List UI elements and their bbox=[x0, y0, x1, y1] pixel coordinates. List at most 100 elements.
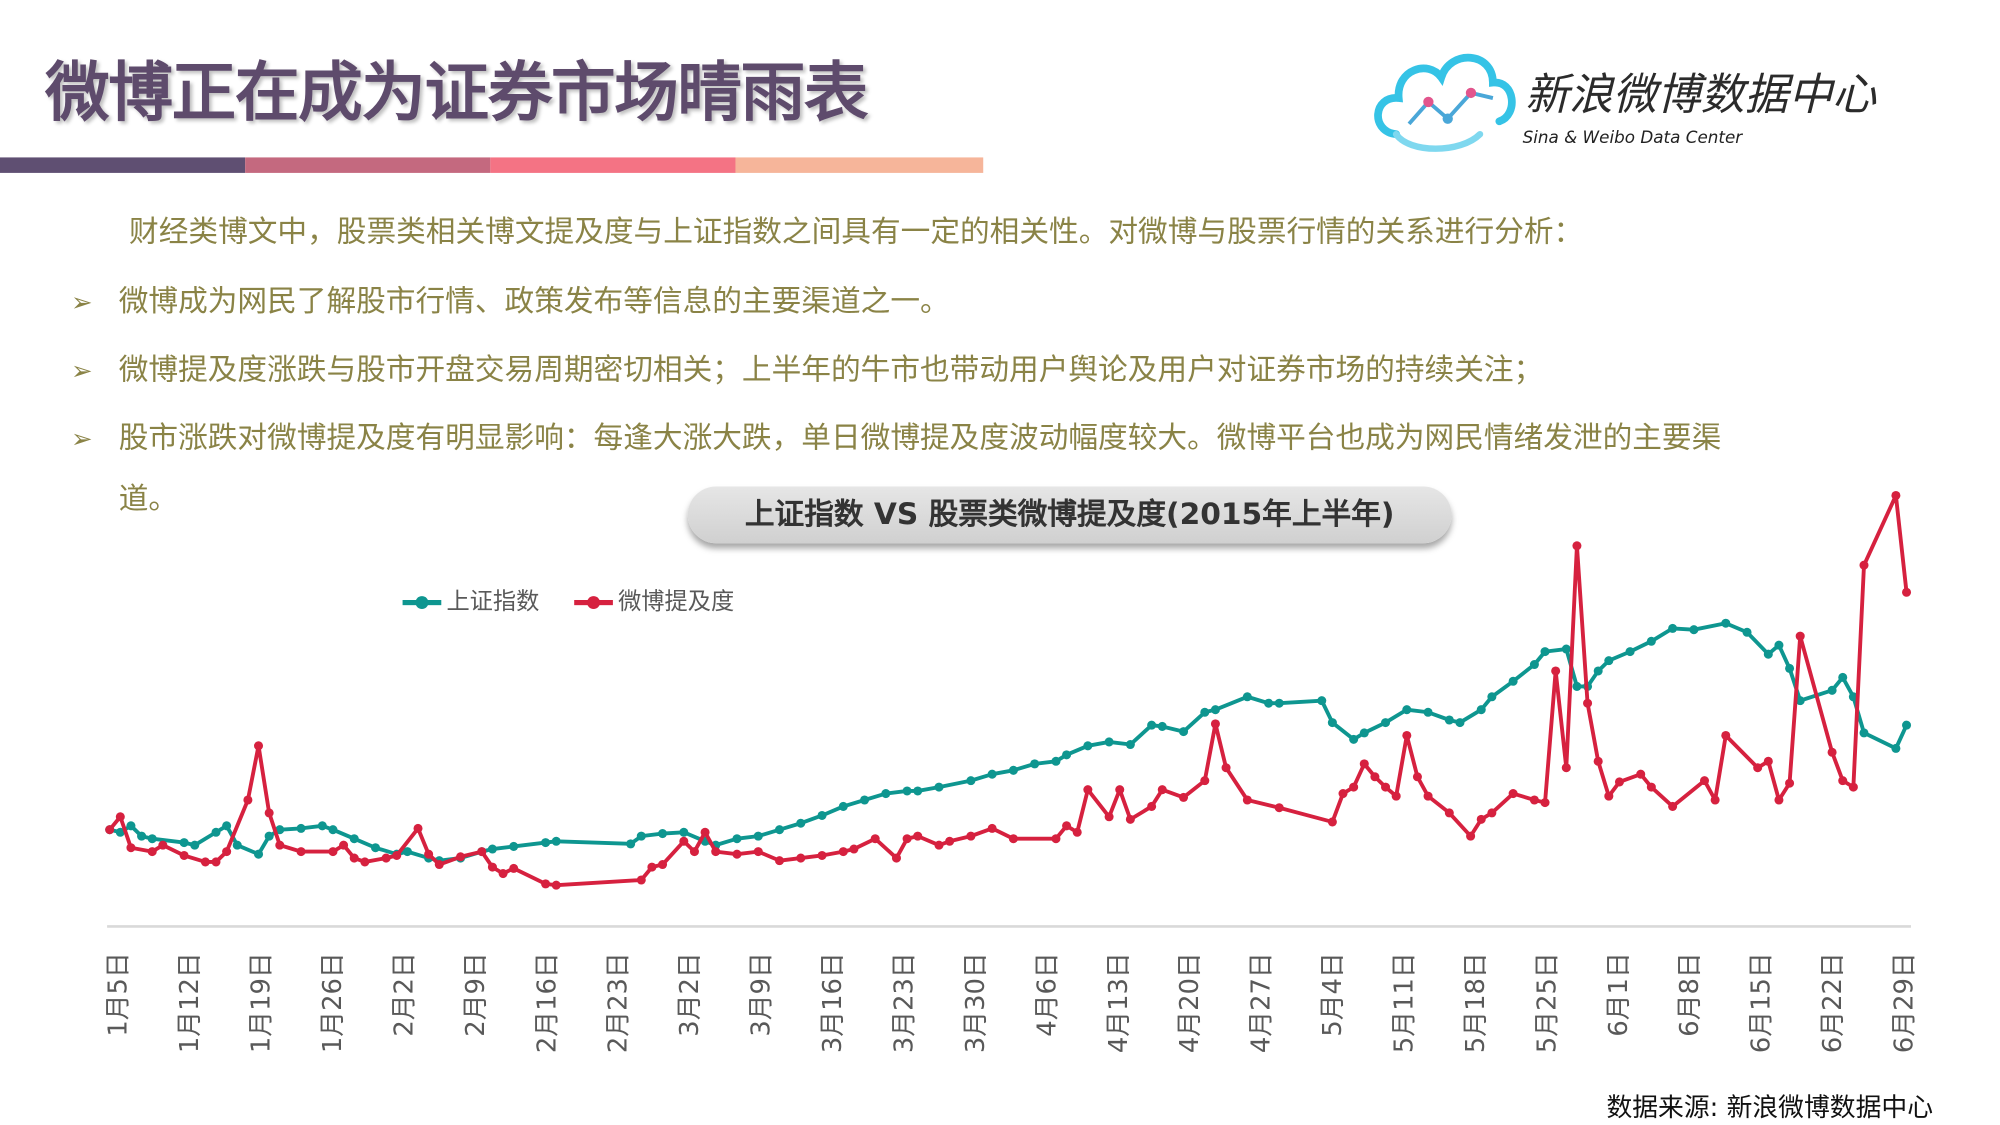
data-point bbox=[1891, 490, 1901, 500]
data-point bbox=[1051, 756, 1061, 766]
data-point bbox=[1083, 741, 1093, 751]
data-point bbox=[1062, 821, 1072, 831]
x-tick-label: 4月27日 bbox=[1247, 952, 1277, 1053]
data-point bbox=[158, 840, 168, 850]
data-point bbox=[732, 834, 742, 844]
data-point bbox=[222, 821, 232, 831]
data-point bbox=[1402, 705, 1412, 715]
data-point bbox=[360, 857, 370, 867]
data-point bbox=[413, 823, 423, 833]
data-point bbox=[1561, 763, 1571, 773]
data-point bbox=[147, 834, 157, 844]
data-point bbox=[487, 844, 497, 854]
data-point bbox=[838, 847, 848, 857]
data-point bbox=[913, 786, 923, 796]
data-point bbox=[1274, 803, 1284, 813]
data-point bbox=[328, 825, 338, 835]
data-point bbox=[1529, 659, 1539, 670]
chart-title: 上证指数 VS 股票类微博提及度(2015年上半年) bbox=[744, 497, 1395, 532]
bullet-continuation: 道。 bbox=[118, 482, 179, 517]
data-point bbox=[1444, 808, 1454, 818]
data-point bbox=[689, 847, 699, 857]
data-point bbox=[1646, 782, 1656, 792]
data-point bbox=[509, 863, 519, 873]
data-point bbox=[179, 838, 189, 848]
bullet-item: 股市涨跌对微博提及度有明显影响：每逢大涨大跌，单日微博提及度波动幅度较大。微博平… bbox=[118, 421, 1722, 456]
chart-title-pill: 上证指数 VS 股票类微博提及度(2015年上半年) bbox=[687, 486, 1452, 544]
data-point bbox=[753, 847, 763, 857]
data-point bbox=[115, 827, 125, 837]
data-point bbox=[349, 853, 359, 863]
data-point bbox=[1891, 743, 1901, 753]
data-point bbox=[190, 840, 200, 850]
data-point bbox=[1859, 728, 1869, 738]
data-point bbox=[1221, 763, 1231, 773]
x-tick-label: 3月9日 bbox=[747, 952, 777, 1036]
data-point bbox=[1115, 785, 1125, 795]
bullet-arrow-icon: ➢ bbox=[70, 354, 93, 386]
data-point bbox=[700, 827, 710, 837]
data-point bbox=[275, 840, 285, 850]
x-tick-label: 3月30日 bbox=[961, 952, 991, 1053]
data-point bbox=[434, 859, 444, 870]
data-point bbox=[934, 782, 944, 792]
data-point bbox=[1359, 759, 1369, 769]
data-point bbox=[966, 831, 976, 841]
cloud-logo-icon bbox=[1374, 53, 1516, 152]
x-tick-label: 3月2日 bbox=[675, 952, 705, 1036]
data-point bbox=[1508, 789, 1518, 799]
data-point bbox=[1008, 834, 1018, 844]
data-point bbox=[860, 795, 870, 805]
x-tick-label: 2月9日 bbox=[461, 952, 491, 1036]
data-point bbox=[317, 821, 327, 831]
data-point bbox=[509, 841, 519, 851]
data-point bbox=[1381, 782, 1391, 792]
data-point bbox=[1349, 734, 1359, 744]
data-point bbox=[1625, 647, 1635, 657]
data-point bbox=[541, 879, 551, 889]
data-point bbox=[1030, 759, 1040, 769]
data-point bbox=[658, 829, 668, 839]
logo-text: 新浪微博数据中心 bbox=[1525, 69, 1877, 122]
data-point bbox=[881, 789, 891, 799]
data-point bbox=[1466, 831, 1476, 841]
data-point bbox=[902, 786, 912, 796]
data-point bbox=[774, 856, 785, 866]
data-point bbox=[1051, 834, 1061, 844]
data-point bbox=[1795, 631, 1805, 641]
data-point bbox=[1593, 756, 1603, 766]
data-point bbox=[1795, 696, 1805, 706]
data-point bbox=[647, 862, 657, 872]
data-point bbox=[179, 850, 189, 860]
data-point bbox=[1699, 776, 1710, 786]
data-point bbox=[211, 827, 221, 837]
data-point bbox=[126, 843, 136, 853]
data-point bbox=[987, 769, 997, 779]
data-point bbox=[1147, 720, 1157, 730]
data-point bbox=[913, 831, 923, 841]
x-tick-label: 1月12日 bbox=[175, 952, 205, 1053]
data-point bbox=[1785, 778, 1795, 788]
x-tick-label: 1月26日 bbox=[318, 952, 348, 1053]
data-point bbox=[1604, 791, 1614, 801]
data-point bbox=[1551, 666, 1561, 676]
data-point bbox=[1902, 720, 1912, 730]
data-point bbox=[296, 823, 306, 833]
data-point bbox=[1476, 814, 1486, 824]
data-point bbox=[1125, 739, 1135, 750]
data-point bbox=[1008, 765, 1018, 775]
data-point bbox=[498, 869, 508, 879]
x-tick-label: 6月1日 bbox=[1604, 952, 1634, 1036]
data-point bbox=[1859, 560, 1869, 570]
data-point bbox=[1561, 644, 1571, 654]
data-point bbox=[1327, 718, 1337, 728]
data-point bbox=[1476, 705, 1486, 715]
data-point bbox=[147, 847, 157, 857]
data-point bbox=[381, 853, 391, 863]
data-point bbox=[1668, 623, 1678, 633]
data-point bbox=[1200, 707, 1210, 717]
legend-marker bbox=[574, 596, 613, 610]
data-point bbox=[1210, 719, 1220, 729]
source-note: 数据来源: 新浪微博数据中心 bbox=[1606, 1091, 1934, 1123]
x-tick-label: 2月16日 bbox=[532, 952, 562, 1053]
